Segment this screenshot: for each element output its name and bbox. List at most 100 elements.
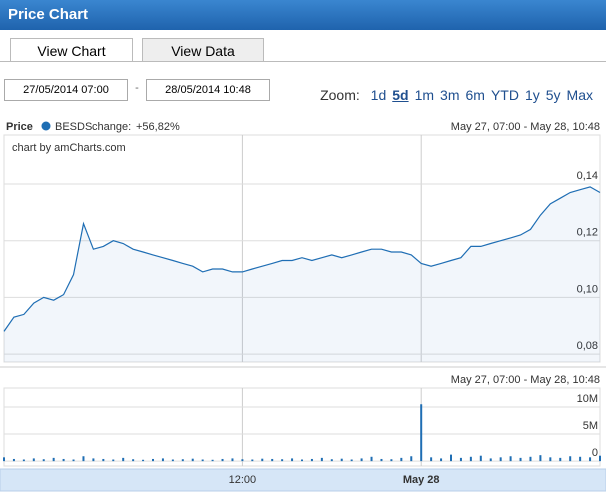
range-separator: - xyxy=(135,82,139,94)
volume-bar xyxy=(539,455,542,462)
zoom-bar: Zoom: 1d 5d 1m 3m 6m YTD 1y 5y Max xyxy=(320,87,596,103)
volume-bar xyxy=(489,458,492,462)
volume-bar xyxy=(62,458,65,462)
date-from[interactable]: 27/05/2014 07:00 xyxy=(4,79,128,101)
volume-bar xyxy=(171,459,174,462)
y-tick-label: 5M xyxy=(583,420,598,432)
volume-bar xyxy=(191,458,194,462)
volume-bar xyxy=(22,459,25,462)
zoom-option[interactable]: 1y xyxy=(524,87,540,103)
volume-bar xyxy=(569,456,572,462)
zoom-option[interactable]: YTD xyxy=(490,87,519,103)
y-tick-label: 0,10 xyxy=(577,283,598,295)
volume-bar xyxy=(499,457,502,462)
volume-bar xyxy=(310,458,313,462)
plot-background xyxy=(3,387,601,467)
zoom-option[interactable]: 6m xyxy=(465,87,485,103)
zoom-option[interactable]: 1d xyxy=(370,87,387,103)
volume-bar xyxy=(92,458,95,462)
volume-bar xyxy=(102,458,105,462)
volume-bar xyxy=(400,457,403,462)
tab[interactable]: View Chart xyxy=(10,38,133,62)
panel-title: Price xyxy=(6,121,33,133)
volume-bar xyxy=(271,458,274,462)
zoom-option[interactable]: Max xyxy=(566,87,593,103)
volume-bar xyxy=(420,404,423,462)
volume-bar xyxy=(82,456,85,462)
volume-bar xyxy=(161,458,164,462)
volume-bar xyxy=(211,459,214,462)
volume-bar xyxy=(430,457,433,462)
plot-background xyxy=(3,134,601,363)
y-tick-label: 10M xyxy=(577,393,598,405)
y-tick-label: 0,12 xyxy=(577,227,598,239)
y-tick-label: 0,08 xyxy=(577,340,598,352)
period: May 27, 07:00 - May 28, 10:48 xyxy=(451,121,600,133)
x-tick-label: May 28 xyxy=(403,474,440,486)
volume-bar xyxy=(479,455,482,462)
x-axis-band xyxy=(0,468,606,492)
volume-bar xyxy=(241,459,244,462)
tab-divider xyxy=(0,61,606,62)
volume-bar xyxy=(360,458,363,462)
volume-bar xyxy=(221,458,224,462)
volume-bar xyxy=(450,454,452,462)
volume-bar xyxy=(132,459,135,462)
change-value: +56,82% xyxy=(136,121,180,133)
volume-bar xyxy=(201,459,204,462)
volume-bar xyxy=(142,459,145,462)
volume-bar xyxy=(261,458,264,462)
volume-bar xyxy=(440,458,443,462)
tab[interactable]: View Data xyxy=(142,38,264,62)
volume-bar xyxy=(579,456,582,462)
legend-series: BESDS xyxy=(55,121,92,133)
volume-bar xyxy=(52,457,55,462)
zoom-option[interactable]: 3m xyxy=(440,87,460,103)
header-title: Price Chart xyxy=(0,0,606,30)
volume-bar xyxy=(42,459,45,462)
volume-bar xyxy=(410,456,413,462)
volume-bar xyxy=(509,456,512,462)
volume-bar xyxy=(301,459,303,462)
volume-bar xyxy=(281,459,284,462)
volume-bar xyxy=(559,457,562,462)
y-tick-label: 0,14 xyxy=(577,170,598,182)
volume-bar xyxy=(152,458,154,462)
volume-bar xyxy=(549,457,552,462)
volume-bar xyxy=(589,457,592,462)
volume-bar xyxy=(459,457,462,462)
volume-bar xyxy=(291,458,294,462)
volume-bar xyxy=(469,456,472,462)
date-to[interactable]: 28/05/2014 10:48 xyxy=(146,79,270,101)
volume-bar xyxy=(122,457,125,462)
credit: chart by amCharts.com xyxy=(12,142,126,154)
zoom-option[interactable]: 1m xyxy=(414,87,435,103)
volume-bar xyxy=(390,459,393,462)
x-tick-label: 12:00 xyxy=(229,474,257,486)
zoom-label: Zoom: xyxy=(320,87,360,103)
volume-bar xyxy=(529,456,532,462)
zoom-option[interactable]: 5d xyxy=(392,87,409,103)
volume-bar xyxy=(320,457,323,462)
volume-bar xyxy=(32,458,35,462)
volume-bar xyxy=(231,458,234,462)
volume-bar xyxy=(181,459,184,462)
volume-bar xyxy=(380,458,383,462)
volume-bar xyxy=(330,459,333,462)
volume-bar xyxy=(3,457,5,462)
volume-bar xyxy=(599,455,601,462)
volume-bar xyxy=(251,459,254,462)
volume-bar xyxy=(519,457,522,462)
price-line xyxy=(3,186,601,332)
volume-bar xyxy=(72,459,75,462)
volume-bar xyxy=(112,459,115,462)
y-tick-label: 0 xyxy=(592,447,598,459)
zoom-option[interactable]: 5y xyxy=(545,87,561,103)
volume-bar xyxy=(340,458,343,462)
legend-dot xyxy=(41,121,51,131)
price-area xyxy=(4,186,600,362)
volume-bar xyxy=(350,459,353,462)
change-label: change: xyxy=(92,121,131,133)
